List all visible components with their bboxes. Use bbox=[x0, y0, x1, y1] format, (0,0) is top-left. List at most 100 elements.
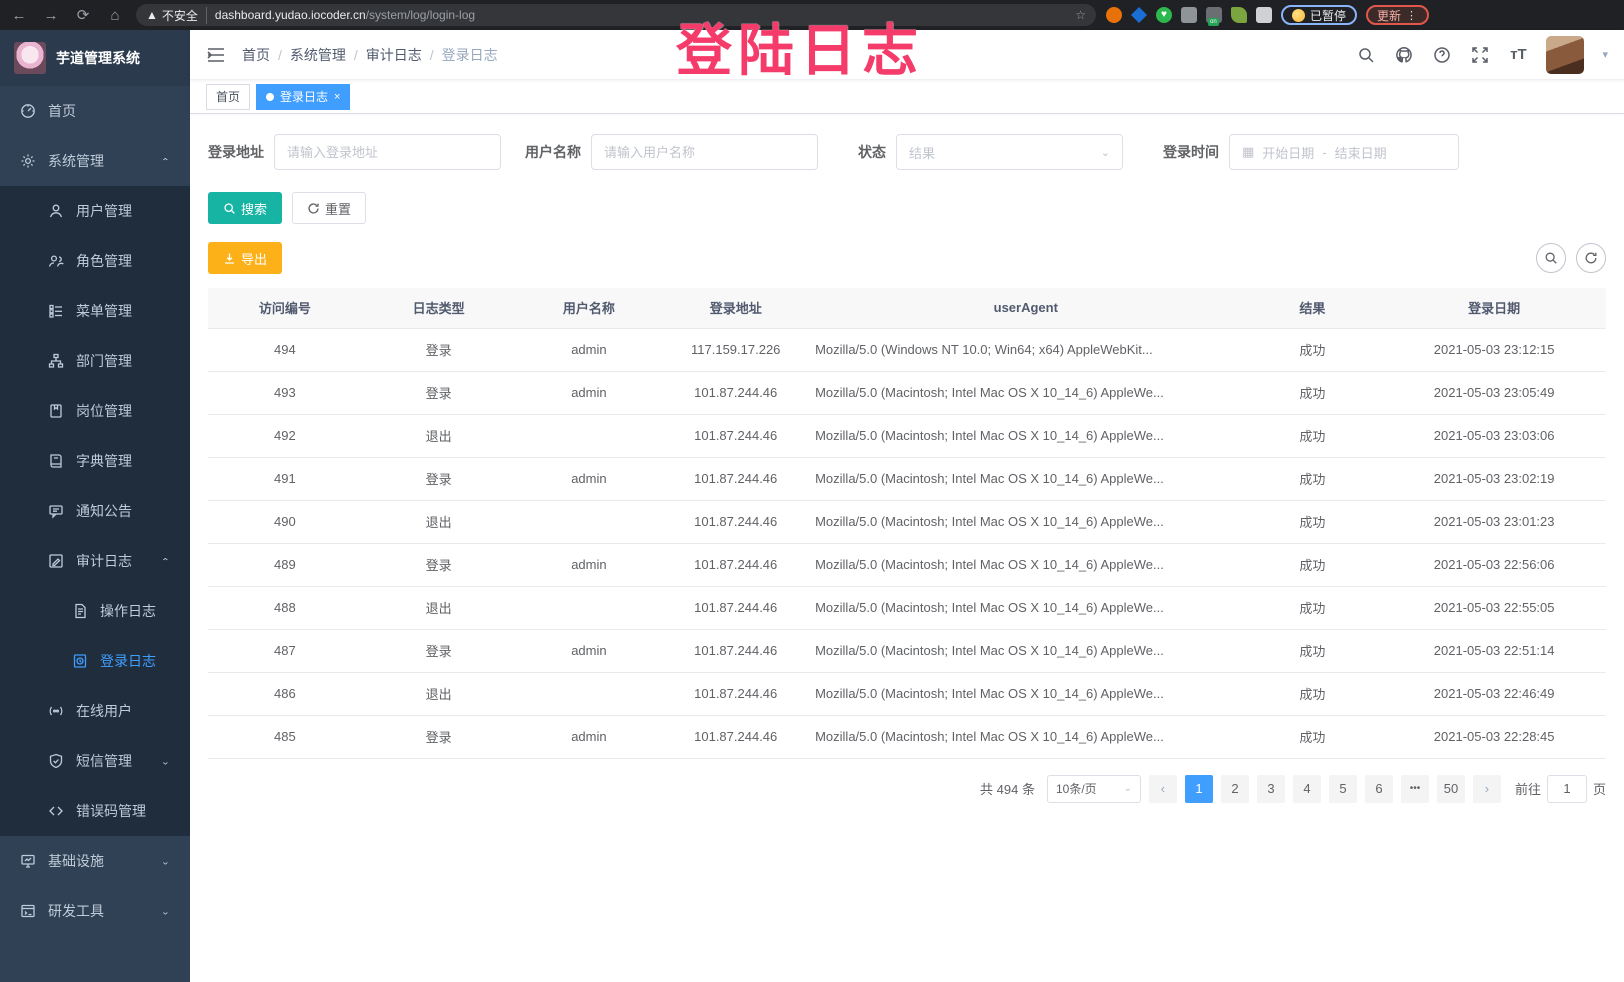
date-range-picker[interactable]: ▦ 开始日期 - 结束日期 bbox=[1229, 134, 1459, 170]
user-group-icon bbox=[48, 253, 64, 269]
chevron-down-icon: ⌄ bbox=[160, 756, 170, 767]
address-bar[interactable]: ▲ 不安全 dashboard.yudao.iocoder.cn/system/… bbox=[136, 4, 1096, 26]
cell-type: 退出 bbox=[361, 586, 516, 630]
filter-address-label: 登录地址 bbox=[208, 144, 264, 160]
sidebar-item-roles[interactable]: 角色管理 bbox=[0, 236, 190, 286]
browser-forward-icon[interactable]: → bbox=[43, 6, 59, 24]
sidebar-item-menus[interactable]: 菜单管理 bbox=[0, 286, 190, 336]
extension-icon-gem[interactable] bbox=[1131, 7, 1147, 23]
tag-login-log[interactable]: 登录日志 × bbox=[256, 83, 351, 110]
page-button[interactable]: 2 bbox=[1220, 774, 1249, 803]
sidebar-item-depts[interactable]: 部门管理 bbox=[0, 336, 190, 386]
status-select[interactable]: 结果 ⌄ bbox=[896, 134, 1123, 170]
sidebar-item-online-users[interactable]: 在线用户 bbox=[0, 686, 190, 736]
prev-page-button[interactable]: ‹ bbox=[1148, 774, 1177, 803]
extension-icon-plant[interactable] bbox=[1231, 7, 1247, 23]
table-row[interactable]: 487 登录 admin 101.87.244.46 Mozilla/5.0 (… bbox=[208, 629, 1606, 673]
table-row[interactable]: 488 退出 101.87.244.46 Mozilla/5.0 (Macint… bbox=[208, 586, 1606, 630]
sidebar-item-operation-log[interactable]: 操作日志 bbox=[0, 586, 190, 636]
page-button[interactable]: 4 bbox=[1292, 774, 1321, 803]
page-ellipsis-button[interactable]: ••• bbox=[1400, 774, 1429, 803]
sidebar-item-posts[interactable]: 岗位管理 bbox=[0, 386, 190, 436]
sidebar-item-sms[interactable]: 短信管理 ⌄ bbox=[0, 736, 190, 786]
page-button[interactable]: 50 bbox=[1436, 774, 1465, 803]
goto-page-input[interactable] bbox=[1546, 774, 1587, 803]
github-icon[interactable] bbox=[1394, 45, 1414, 65]
paused-pill[interactable]: 已暂停 bbox=[1281, 5, 1358, 25]
app-logo[interactable]: 芋道管理系统 bbox=[0, 30, 190, 86]
export-button[interactable]: 导出 bbox=[208, 242, 283, 274]
browser-menu-icon[interactable]: ⋮ bbox=[1406, 9, 1419, 22]
sidebar-item-system[interactable]: 系统管理 ⌃ bbox=[0, 136, 190, 186]
org-tree-icon bbox=[48, 353, 64, 369]
extension-icon-orange[interactable] bbox=[1106, 7, 1122, 23]
reset-button[interactable]: 重置 bbox=[292, 192, 367, 224]
browser-home-icon[interactable]: ⌂ bbox=[110, 6, 120, 24]
toggle-search-button[interactable] bbox=[1536, 243, 1566, 273]
extension-puzzle-icon[interactable] bbox=[1256, 7, 1272, 23]
sidebar-item-notice[interactable]: 通知公告 bbox=[0, 486, 190, 536]
extension-icon-list[interactable]: on bbox=[1206, 7, 1222, 26]
update-button[interactable]: 更新 ⋮ bbox=[1366, 5, 1430, 25]
breadcrumb-system[interactable]: 系统管理 bbox=[289, 46, 346, 63]
cell-address: 101.87.244.46 bbox=[662, 672, 810, 716]
page-button[interactable]: 6 bbox=[1364, 774, 1393, 803]
cell-username: admin bbox=[515, 543, 663, 587]
sidebar-item-infra[interactable]: 基础设施 ⌄ bbox=[0, 836, 190, 886]
table-row[interactable]: 494 登录 admin 117.159.17.226 Mozilla/5.0 … bbox=[208, 328, 1606, 372]
sidebar-item-error-code[interactable]: 错误码管理 bbox=[0, 786, 190, 836]
page-button[interactable]: 5 bbox=[1328, 774, 1357, 803]
table-row[interactable]: 489 登录 admin 101.87.244.46 Mozilla/5.0 (… bbox=[208, 543, 1606, 587]
search-button[interactable]: 搜索 bbox=[208, 192, 283, 224]
next-page-button[interactable]: › bbox=[1472, 774, 1501, 803]
bookmark-star-icon[interactable]: ☆ bbox=[1075, 8, 1086, 22]
browser-reload-icon[interactable]: ⟳ bbox=[76, 7, 90, 24]
cell-result: 成功 bbox=[1242, 328, 1383, 372]
cell-id: 490 bbox=[208, 500, 362, 544]
cell-useragent: Mozilla/5.0 (Macintosh; Intel Mac OS X 1… bbox=[809, 500, 1243, 544]
username-input[interactable] bbox=[604, 144, 805, 160]
breadcrumb-audit[interactable]: 审计日志 bbox=[365, 46, 422, 63]
page-button[interactable]: 1 bbox=[1184, 774, 1213, 803]
online-icon bbox=[48, 703, 64, 719]
fullscreen-icon[interactable] bbox=[1470, 45, 1490, 65]
app-title: 芋道管理系统 bbox=[56, 50, 140, 66]
avatar-caret-icon[interactable]: ▾ bbox=[1602, 49, 1608, 61]
cell-result: 成功 bbox=[1242, 500, 1383, 544]
sidebar-item-audit-log[interactable]: 审计日志 ⌃ bbox=[0, 536, 190, 586]
sidebar-item-devtools[interactable]: 研发工具 ⌄ bbox=[0, 886, 190, 936]
cell-address: 101.87.244.46 bbox=[662, 629, 810, 673]
table-row[interactable]: 486 退出 101.87.244.46 Mozilla/5.0 (Macint… bbox=[208, 672, 1606, 716]
browser-back-icon[interactable]: ← bbox=[11, 6, 27, 24]
sidebar-item-users[interactable]: 用户管理 bbox=[0, 186, 190, 236]
security-chip[interactable]: ▲ 不安全 bbox=[146, 6, 207, 24]
tag-home[interactable]: 首页 bbox=[206, 83, 251, 110]
table-row[interactable]: 485 登录 admin 101.87.244.46 Mozilla/5.0 (… bbox=[208, 715, 1606, 759]
hamburger-icon[interactable] bbox=[206, 45, 226, 65]
sidebar-item-login-log[interactable]: 登录日志 bbox=[0, 636, 190, 686]
table-row[interactable]: 491 登录 admin 101.87.244.46 Mozilla/5.0 (… bbox=[208, 457, 1606, 501]
extension-icon-green[interactable]: ♥ bbox=[1156, 7, 1172, 23]
breadcrumb-home[interactable]: 首页 bbox=[242, 46, 270, 63]
goto-unit: 页 bbox=[1592, 782, 1606, 797]
help-icon[interactable] bbox=[1432, 45, 1452, 65]
top-navbar: 首页 / 系统管理 / 审计日志 / 登录日志 тT ▾ bbox=[190, 30, 1624, 80]
cell-id: 487 bbox=[208, 629, 362, 673]
page-size-select[interactable]: 10条/页 ⌄ bbox=[1046, 774, 1141, 803]
table-row[interactable]: 492 退出 101.87.244.46 Mozilla/5.0 (Macint… bbox=[208, 414, 1606, 458]
refresh-button[interactable] bbox=[1576, 243, 1606, 273]
cell-result: 成功 bbox=[1242, 715, 1383, 759]
cell-address: 101.87.244.46 bbox=[662, 457, 810, 501]
search-icon[interactable] bbox=[1356, 45, 1376, 65]
close-icon[interactable]: × bbox=[334, 90, 341, 103]
address-input[interactable] bbox=[287, 144, 488, 160]
user-avatar[interactable] bbox=[1546, 35, 1585, 74]
sidebar-item-dict[interactable]: 字典管理 bbox=[0, 436, 190, 486]
sidebar-item-home[interactable]: 首页 bbox=[0, 86, 190, 136]
table-row[interactable]: 493 登录 admin 101.87.244.46 Mozilla/5.0 (… bbox=[208, 371, 1606, 415]
font-size-icon[interactable]: тT bbox=[1510, 46, 1527, 63]
page-button[interactable]: 3 bbox=[1256, 774, 1285, 803]
table-row[interactable]: 490 退出 101.87.244.46 Mozilla/5.0 (Macint… bbox=[208, 500, 1606, 544]
extension-icon-grid[interactable] bbox=[1181, 7, 1197, 23]
breadcrumb-current: 登录日志 bbox=[441, 46, 498, 63]
